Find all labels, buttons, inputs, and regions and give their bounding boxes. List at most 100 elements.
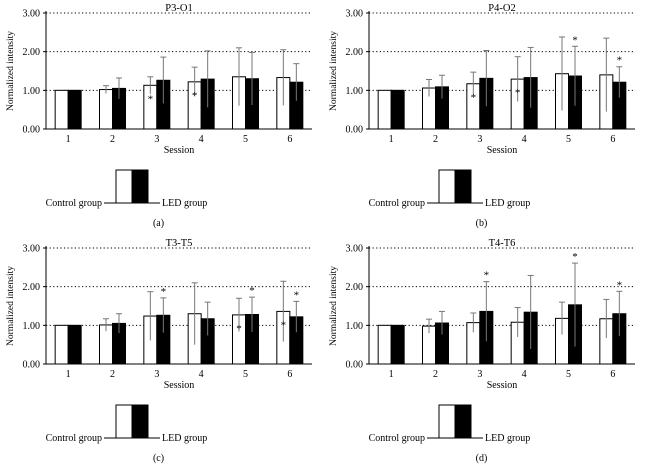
legend-label-led: LED group — [162, 433, 207, 444]
legend-label-control: Control group — [46, 198, 102, 209]
legend-label-control: Control group — [369, 433, 425, 444]
chart-title: T3-T5 — [166, 238, 193, 249]
bar-control — [54, 89, 69, 130]
chart-panel-2: P4-O2 0.00 1.00 2.00 3.00 Normalized intensit… — [323, 0, 646, 237]
y-axis-label: Normalized intensity — [6, 31, 16, 111]
legend-label-led: LED group — [485, 433, 530, 444]
y-tick-label: 3.00 — [346, 9, 364, 20]
legend-swatch-control — [438, 404, 456, 439]
x-tick-label: 2 — [110, 134, 115, 145]
x-tick-label: 2 — [110, 369, 115, 380]
bar-control — [377, 89, 392, 130]
bar-led — [67, 324, 82, 365]
chart-panel-1: P3-O1 0.00 1.00 2.00 3.00 Normalized intensit… — [0, 0, 323, 237]
x-tick-label: 5 — [566, 369, 571, 380]
significance-star: * — [572, 34, 578, 46]
x-tick-label: 6 — [610, 134, 615, 145]
x-tick-label: 6 — [610, 369, 615, 380]
significance-star: * — [294, 289, 300, 301]
x-tick-label: 1 — [66, 134, 71, 145]
x-tick-label: 2 — [433, 369, 438, 380]
significance-star: * — [148, 93, 154, 105]
y-tick-label: 0.00 — [23, 125, 41, 136]
significance-star: * — [572, 251, 578, 263]
chart-svg: T4-T6 0.00 1.00 2.00 3.00 Normalized intensit… — [329, 238, 635, 464]
chart-panel-4: T4-T6 0.00 1.00 2.00 3.00 Normalized intensit… — [323, 235, 646, 472]
y-tick-label: 2.00 — [346, 282, 364, 293]
x-tick-label: 3 — [477, 369, 482, 380]
significance-star: * — [192, 90, 198, 102]
chart-title: P3-O1 — [165, 3, 192, 14]
y-axis-label: Normalized intensity — [6, 266, 16, 346]
legend-label-led: LED group — [485, 198, 530, 209]
y-tick-label: 0.00 — [23, 360, 41, 371]
x-tick-label: 4 — [199, 369, 204, 380]
legend-label-control: Control group — [46, 433, 102, 444]
legend-label-control: Control group — [369, 198, 425, 209]
y-axis-label: Normalized intensity — [329, 266, 339, 346]
chart-svg: P4-O2 0.00 1.00 2.00 3.00 Normalized intensit… — [329, 3, 635, 229]
x-tick-label: 3 — [477, 134, 482, 145]
legend-swatch-control — [115, 169, 133, 204]
significance-star: * — [471, 92, 477, 104]
chart-title: T4-T6 — [489, 238, 516, 249]
x-tick-label: 1 — [66, 369, 71, 380]
x-tick-label: 6 — [287, 369, 292, 380]
chart-svg: T3-T5 0.00 1.00 2.00 3.00 Normalized intensit… — [6, 238, 312, 464]
y-tick-label: 1.00 — [346, 86, 364, 97]
y-tick-label: 3.00 — [23, 9, 41, 20]
significance-star: * — [484, 270, 490, 282]
y-axis-label: Normalized intensity — [329, 31, 339, 111]
x-axis-label: Session — [487, 380, 518, 391]
y-tick-label: 2.00 — [23, 282, 41, 293]
legend-swatch-led — [131, 169, 149, 204]
legend-swatch-led — [454, 169, 472, 204]
y-tick-label: 0.00 — [346, 360, 364, 371]
x-tick-label: 5 — [566, 134, 571, 145]
bar-control — [99, 89, 113, 130]
significance-star: * — [617, 55, 623, 67]
x-tick-label: 4 — [199, 134, 204, 145]
x-tick-label: 3 — [154, 369, 159, 380]
y-tick-label: 1.00 — [346, 321, 364, 332]
significance-star: * — [161, 286, 167, 298]
significance-star: * — [515, 87, 521, 99]
panel-label: (d) — [476, 453, 488, 464]
x-axis-label: Session — [164, 380, 195, 391]
x-tick-label: 6 — [287, 134, 292, 145]
significance-star: * — [617, 279, 623, 291]
x-tick-label: 4 — [522, 134, 527, 145]
chart-panel-3: T3-T5 0.00 1.00 2.00 3.00 Normalized intensit… — [0, 235, 323, 472]
y-tick-label: 2.00 — [23, 47, 41, 58]
significance-star: * — [236, 323, 242, 335]
chart-title: P4-O2 — [488, 3, 515, 14]
x-tick-label: 1 — [389, 369, 394, 380]
legend-swatch-control — [115, 404, 133, 439]
legend-swatch-control — [438, 169, 456, 204]
y-tick-label: 0.00 — [346, 125, 364, 136]
bar-control — [54, 324, 69, 365]
chart-svg: P3-O1 0.00 1.00 2.00 3.00 Normalized intensit… — [6, 3, 312, 229]
bar-control — [377, 324, 392, 365]
bar-led — [67, 89, 82, 130]
x-axis-label: Session — [487, 145, 518, 156]
x-axis-label: Session — [164, 145, 195, 156]
x-tick-label: 3 — [154, 134, 159, 145]
panel-label: (c) — [153, 453, 164, 464]
legend-swatch-led — [131, 404, 149, 439]
y-tick-label: 1.00 — [23, 321, 41, 332]
bar-led — [390, 324, 405, 365]
x-tick-label: 5 — [243, 369, 248, 380]
significance-star: * — [281, 319, 287, 331]
bar-led — [390, 89, 405, 130]
legend-label-led: LED group — [162, 198, 207, 209]
y-tick-label: 1.00 — [23, 86, 41, 97]
x-tick-label: 4 — [522, 369, 527, 380]
y-tick-label: 3.00 — [23, 244, 41, 255]
panel-label: (b) — [476, 218, 488, 229]
panel-label: (a) — [153, 218, 164, 229]
x-tick-label: 5 — [243, 134, 248, 145]
significance-star: * — [249, 285, 255, 297]
y-tick-label: 3.00 — [346, 244, 364, 255]
y-tick-label: 2.00 — [346, 47, 364, 58]
